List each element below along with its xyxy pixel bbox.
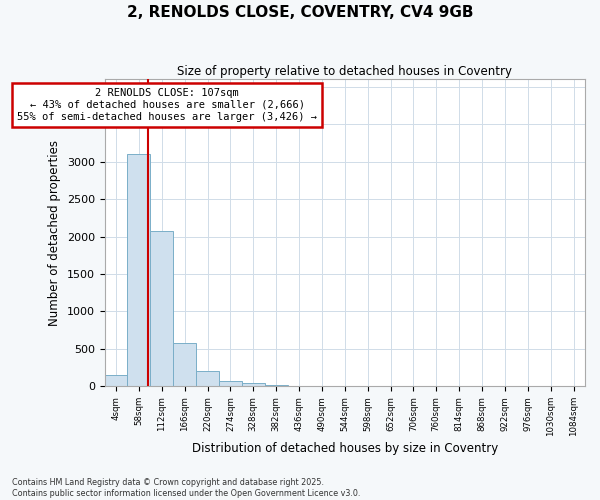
Bar [219, 380, 242, 386]
X-axis label: Distribution of detached houses by size in Coventry: Distribution of detached houses by size … [191, 442, 498, 455]
Title: Size of property relative to detached houses in Coventry: Size of property relative to detached ho… [177, 65, 512, 78]
Text: Contains HM Land Registry data © Crown copyright and database right 2025.
Contai: Contains HM Land Registry data © Crown c… [12, 478, 361, 498]
Bar [104, 375, 127, 386]
Bar [196, 371, 219, 386]
Bar [151, 230, 173, 386]
Bar [265, 385, 287, 386]
Bar [173, 344, 196, 386]
Bar [242, 383, 265, 386]
Text: 2, RENOLDS CLOSE, COVENTRY, CV4 9GB: 2, RENOLDS CLOSE, COVENTRY, CV4 9GB [127, 5, 473, 20]
Bar [127, 154, 151, 386]
Y-axis label: Number of detached properties: Number of detached properties [48, 140, 61, 326]
Text: 2 RENOLDS CLOSE: 107sqm
← 43% of detached houses are smaller (2,666)
55% of semi: 2 RENOLDS CLOSE: 107sqm ← 43% of detache… [17, 88, 317, 122]
